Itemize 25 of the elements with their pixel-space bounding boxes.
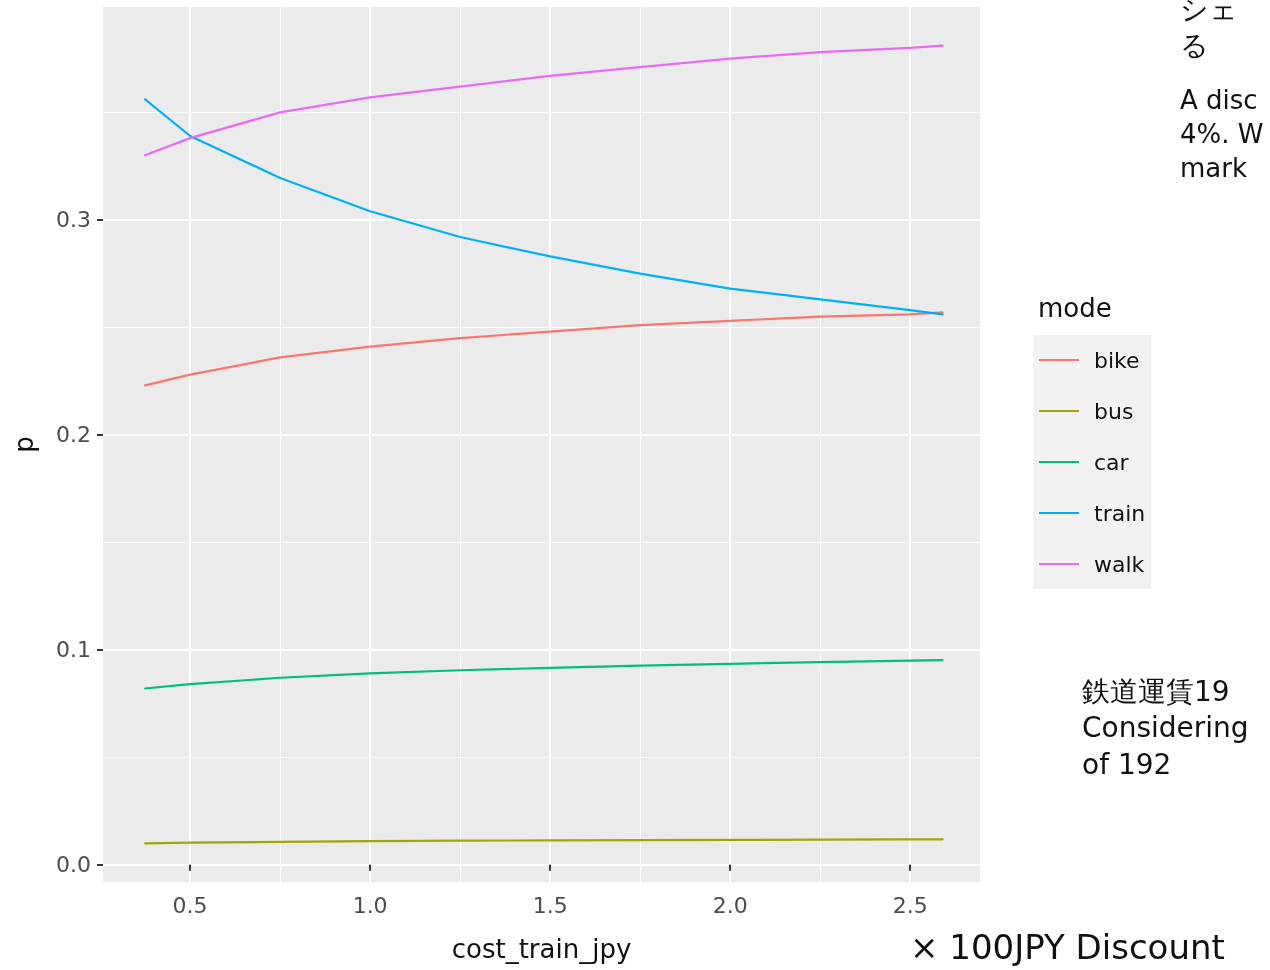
legend-label: bike: [1094, 347, 1140, 373]
text: 鉄道運賃19 Considering of 192: [1082, 674, 1249, 783]
line-series: [144, 98, 944, 316]
y-tick-label: 0.0: [56, 852, 91, 878]
x-tick-label: 1.5: [532, 892, 568, 918]
x-tick-label: 2.5: [892, 892, 928, 918]
y-tick-label: 0.2: [56, 422, 91, 448]
legend-label: bus: [1094, 398, 1134, 424]
x-tick-label: 1.0: [352, 892, 388, 918]
x-axis-title: cost_train_jpy: [451, 934, 632, 964]
x-tick-label: 2.0: [712, 892, 748, 918]
y-axis-title: p: [9, 436, 39, 453]
text: × 100JPY Discount: [910, 926, 1225, 969]
legend-title: mode: [1038, 293, 1112, 323]
line-series: [144, 44, 944, 157]
y-tick-label: 0.1: [56, 637, 91, 663]
text: A disc 4%. W mark: [1180, 84, 1264, 185]
legend-label: walk: [1094, 551, 1145, 577]
legend-label: train: [1094, 500, 1146, 526]
legend-label: car: [1094, 449, 1130, 475]
x-tick-label: 0.5: [172, 892, 208, 918]
text: シェる: [1180, 0, 1239, 65]
line-series: [144, 659, 944, 690]
line-series: [144, 311, 944, 387]
y-tick-label: 0.3: [56, 207, 91, 233]
